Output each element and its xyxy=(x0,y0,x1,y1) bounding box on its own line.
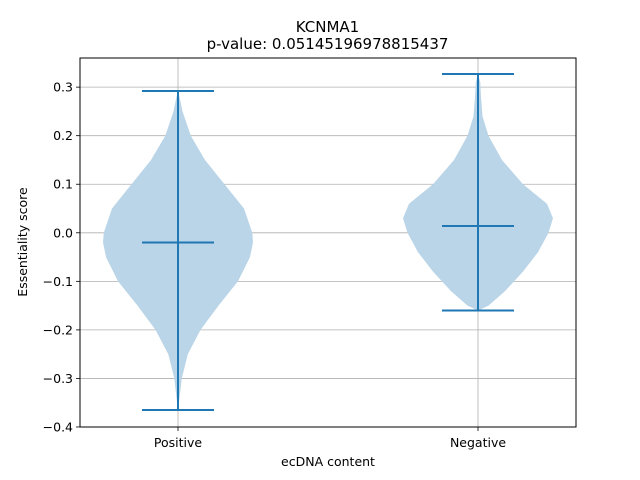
y-tick-label: 0.1 xyxy=(53,177,73,192)
y-tick-label: 0.3 xyxy=(53,80,73,95)
y-tick-label: −0.4 xyxy=(43,420,73,435)
y-tick-label: 0.0 xyxy=(53,225,73,240)
violins xyxy=(103,73,553,412)
x-axis-label: ecDNA content xyxy=(281,454,375,469)
y-tick-label: −0.2 xyxy=(43,322,73,337)
y-tick-label: 0.2 xyxy=(53,128,73,143)
y-tick-label: −0.3 xyxy=(43,371,73,386)
y-tick-label: −0.1 xyxy=(43,274,73,289)
x-tick-label: Negative xyxy=(450,435,506,450)
x-tick-label: Positive xyxy=(154,435,202,450)
plot-frame xyxy=(79,57,577,428)
axis-ticks: −0.4 −0.3 −0.2 −0.1 0.0 0.1 0.2 0.3 Positive Nega… xyxy=(43,80,507,450)
chart-subtitle: p-value: 0.05145196978815437 xyxy=(207,35,449,53)
y-axis-label: Essentiality score xyxy=(15,187,30,297)
chart-title: KCNMA1 xyxy=(296,18,359,36)
